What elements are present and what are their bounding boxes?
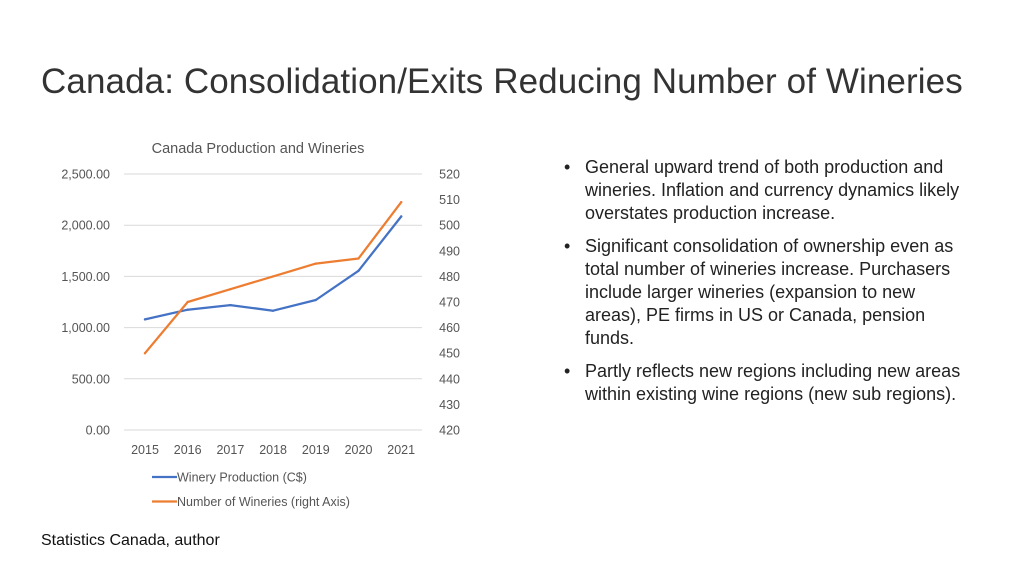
data-point xyxy=(186,300,189,304)
y-left-tick-label: 2,500.00 xyxy=(61,168,110,182)
slide-title: Canada: Consolidation/Exits Reducing Num… xyxy=(41,62,963,101)
data-point xyxy=(314,262,317,265)
y-right-tick-label: 480 xyxy=(439,270,460,284)
bullet-text: Significant consolidation of ownership e… xyxy=(585,236,954,348)
y-right-tick-label: 430 xyxy=(439,398,460,412)
data-point xyxy=(357,269,360,272)
x-tick-label: 2021 xyxy=(387,443,415,457)
bullet-item: • Partly reflects new regions including … xyxy=(564,360,964,406)
bullet-marker: • xyxy=(564,361,571,381)
y-right-tick-label: 450 xyxy=(439,347,460,361)
y-right-tick-label: 420 xyxy=(439,424,460,438)
bullet-item: • General upward trend of both productio… xyxy=(564,156,964,225)
source-note: Statistics Canada, author xyxy=(41,532,220,549)
data-point xyxy=(229,303,232,307)
legend-label: Winery Production (C$) xyxy=(177,471,307,485)
y-right-tick-label: 500 xyxy=(439,219,460,233)
data-point xyxy=(143,318,147,321)
data-point xyxy=(357,257,360,260)
series-line xyxy=(143,215,403,321)
bullet-marker: • xyxy=(564,157,571,177)
data-point xyxy=(143,352,147,355)
x-tick-label: 2019 xyxy=(302,443,330,457)
data-point xyxy=(400,200,403,204)
data-point xyxy=(271,275,275,278)
y-right-tick-label: 460 xyxy=(439,321,460,335)
x-tick-label: 2016 xyxy=(174,443,202,457)
bullet-list: • General upward trend of both productio… xyxy=(564,156,964,416)
y-right-tick-label: 520 xyxy=(439,168,460,182)
y-left-tick-label: 1,000.00 xyxy=(61,321,110,335)
y-right-tick-label: 490 xyxy=(439,244,460,258)
data-point xyxy=(314,298,317,302)
line-chart: Canada Production and Wineries 0.00 500.0… xyxy=(61,141,460,509)
chart-title: Canada Production and Wineries xyxy=(152,141,365,157)
bullet-text: General upward trend of both production … xyxy=(585,157,960,223)
bullet-item: • Significant consolidation of ownership… xyxy=(564,235,964,350)
legend-label: Number of Wineries (right Axis) xyxy=(177,495,350,509)
y-left-tick-label: 1,500.00 xyxy=(61,270,110,284)
y-left-tick-label: 500.00 xyxy=(72,372,110,386)
x-tick-label: 2018 xyxy=(259,443,287,457)
y-left-tick-label: 0.00 xyxy=(86,424,110,438)
y-right-tick-label: 510 xyxy=(439,193,460,207)
bullet-marker: • xyxy=(564,236,571,256)
y-right-tick-label: 440 xyxy=(439,372,460,386)
y-right-tick-label: 470 xyxy=(439,296,460,310)
data-point xyxy=(229,288,232,291)
data-point xyxy=(271,309,275,312)
bullet-text: Partly reflects new regions including ne… xyxy=(585,361,961,404)
y-left-tick-label: 2,000.00 xyxy=(61,219,110,233)
x-tick-label: 2017 xyxy=(216,443,244,457)
data-point xyxy=(186,308,189,311)
x-tick-label: 2020 xyxy=(345,443,373,457)
x-tick-label: 2015 xyxy=(131,443,159,457)
data-point xyxy=(400,215,403,218)
